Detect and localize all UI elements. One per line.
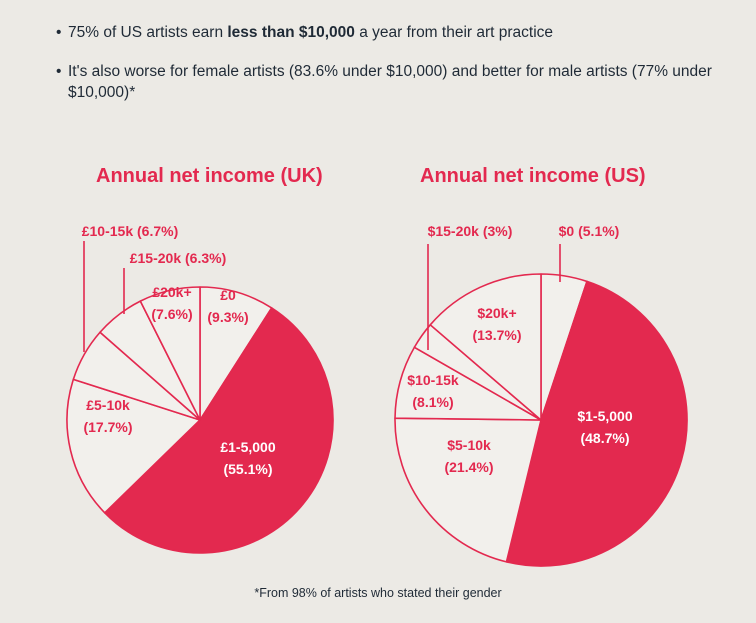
pie-slice xyxy=(66,378,201,514)
footnote: *From 98% of artists who stated their ge… xyxy=(254,586,502,600)
pie-slice xyxy=(103,307,334,554)
bullet-item: • 75% of US artists earn less than $10,0… xyxy=(56,22,736,43)
bullet-text-pre: It's also worse for female artists (83.6… xyxy=(68,63,712,101)
pie-slice xyxy=(139,286,201,421)
slice-value-label: (13.7%) xyxy=(472,327,521,343)
slice-label: $10-15k xyxy=(407,372,459,388)
slice-value-label: (21.4%) xyxy=(444,459,493,475)
slice-value-label: (7.6%) xyxy=(151,306,192,322)
chart-title-uk: Annual net income (UK) xyxy=(96,165,323,187)
slice-label: $5-10k xyxy=(447,437,491,453)
bullet-list: • 75% of US artists earn less than $10,0… xyxy=(56,22,736,121)
bullet-text-bold: less than $10,000 xyxy=(227,24,355,41)
chart-title-us: Annual net income (US) xyxy=(420,165,646,187)
pie-slice xyxy=(394,417,542,563)
slice-label: £5-10k xyxy=(86,397,130,413)
bullet-text-pre: 75% of US artists earn xyxy=(68,24,228,41)
pie-slice xyxy=(429,273,542,421)
slice-label: £1-5,000 xyxy=(220,439,275,455)
bullet-dot: • xyxy=(56,24,62,41)
pie-chart-uk: £0 (9.3%) £1-5,000 (55.1%) £5-10k (17.7%) £10-… xyxy=(66,223,334,554)
pie-chart-us: $0 (5.1%) $1-5,000 (48.7%) $5-10k (21.4%) $10… xyxy=(394,223,688,567)
slice-value-label: (48.7%) xyxy=(580,430,629,446)
slice-label: $0 (5.1%) xyxy=(559,223,620,239)
pie-slice xyxy=(505,280,688,567)
bullet-text-post: a year from their art practice xyxy=(354,24,554,41)
slice-label: £20k+ xyxy=(152,284,191,300)
slice-value-label: (17.7%) xyxy=(83,419,132,435)
slice-label: £15-20k (6.3%) xyxy=(130,250,227,266)
bullet-item: • It's also worse for female artists (83… xyxy=(56,61,736,103)
slice-value-label: (9.3%) xyxy=(207,309,248,325)
slice-value-label: (8.1%) xyxy=(412,394,453,410)
slice-label: £0 xyxy=(220,287,236,303)
slice-label: $1-5,000 xyxy=(577,408,632,424)
slice-label: $20k+ xyxy=(477,305,516,321)
bullet-dot: • xyxy=(56,63,62,80)
slice-label: £10-15k (6.7%) xyxy=(82,223,179,239)
slice-value-label: (55.1%) xyxy=(223,461,272,477)
slice-label: $15-20k (3%) xyxy=(428,223,513,239)
